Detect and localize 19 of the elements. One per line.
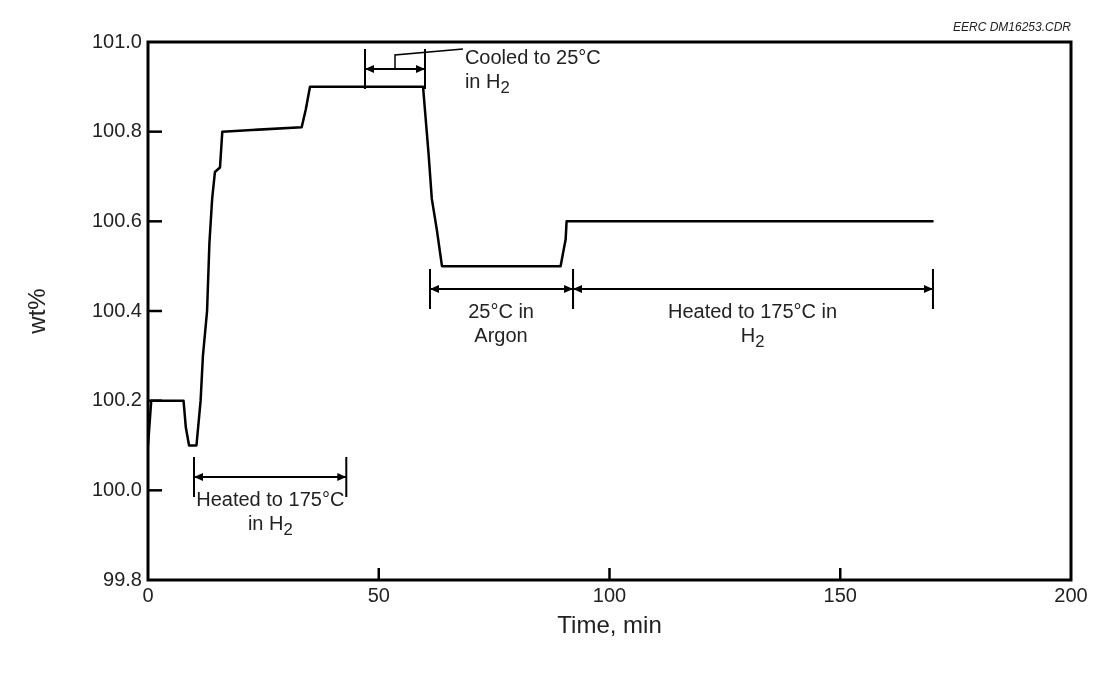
y-tick-label: 100.6 (91, 208, 142, 231)
annotation: Heated to 175°C in H$_{2}$ (195, 486, 346, 541)
y-tick-label: 100.8 (91, 119, 142, 142)
y-tick-label: 101.0 (91, 29, 142, 52)
y-axis-title: wt% (22, 288, 50, 335)
y-tick-label: 100.2 (91, 388, 142, 411)
annotation: 25°C in Argon (467, 298, 535, 347)
x-tick-label: 50 (367, 583, 390, 606)
x-tick-label: 200 (1054, 583, 1088, 606)
x-tick-label: 0 (142, 583, 154, 606)
y-tick-label: 99.8 (103, 567, 142, 590)
x-tick-label: 150 (823, 583, 857, 606)
y-tick-label: 100.4 (91, 298, 142, 321)
y-tick-label: 100.0 (91, 477, 142, 500)
annotation: Heated to 175°C in H$_{2}$ (667, 298, 838, 353)
x-axis-title: Time, min (557, 610, 662, 638)
annotation: Cooled to 25°C in H$_{2}$ (464, 44, 602, 99)
x-tick-label: 100 (592, 583, 627, 606)
text: EERC DM16253.CDR (952, 20, 1072, 35)
